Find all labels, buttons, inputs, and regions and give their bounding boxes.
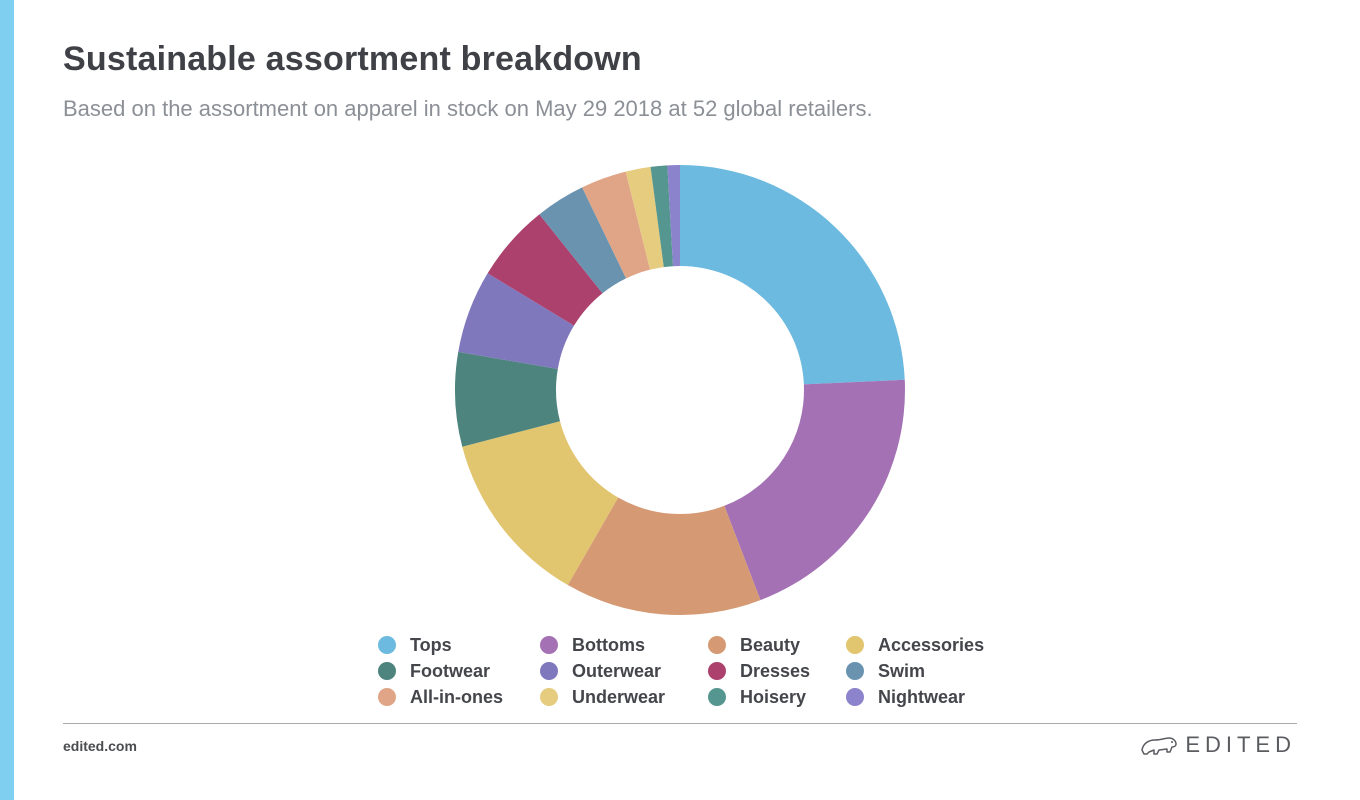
legend-swatch (846, 636, 864, 654)
legend-item-tops: Tops (378, 634, 540, 656)
slice-dresses (487, 214, 603, 326)
page-title: Sustainable assortment breakdown (63, 40, 642, 78)
legend-swatch (708, 688, 726, 706)
legend-label: Footwear (410, 660, 491, 681)
legend-item-all-in-ones: All-in-ones (378, 686, 540, 708)
chart-legend: Tops Bottoms Beauty Accessories Footwear Oute… (378, 634, 996, 708)
slice-footwear (455, 351, 561, 447)
legend-swatch (846, 662, 864, 680)
legend-swatch (540, 662, 558, 680)
legend-label: Bottoms (572, 634, 645, 655)
legend-item-outerwear: Outerwear (540, 660, 708, 682)
legend-swatch (708, 662, 726, 680)
donut-chart (455, 165, 905, 615)
legend-item-hoisery: Hoisery (708, 686, 846, 708)
legend-label: Swim (878, 660, 926, 681)
legend-item-accessories: Accessories (846, 634, 996, 656)
legend-item-beauty: Beauty (708, 634, 846, 656)
footer-divider (63, 723, 1297, 724)
legend-label: All-in-ones (410, 686, 503, 707)
footer-url: edited.com (63, 738, 137, 754)
brand-name: EDITED (1185, 732, 1296, 757)
slice-outerwear (458, 273, 574, 369)
legend-swatch (708, 636, 726, 654)
legend-swatch (378, 636, 396, 654)
legend-item-bottoms: Bottoms (540, 634, 708, 656)
slice-all-in-ones (582, 171, 651, 279)
page-subtitle: Based on the assortment on apparel in st… (63, 96, 873, 121)
slice-swim (539, 187, 627, 294)
legend-item-dresses: Dresses (708, 660, 846, 682)
legend-item-nightwear: Nightwear (846, 686, 996, 708)
legend-swatch (846, 688, 864, 706)
slice-nightwear (667, 165, 680, 267)
slice-accessories (462, 421, 619, 586)
legend-label: Accessories (878, 634, 985, 655)
legend-label: Outerwear (572, 660, 662, 681)
brand-logo: EDITED (1139, 732, 1296, 758)
legend-item-swim: Swim (846, 660, 996, 682)
legend-swatch (378, 662, 396, 680)
slice-underwear (625, 166, 664, 270)
slice-hoisery (650, 165, 674, 268)
slice-bottoms (724, 379, 905, 601)
legend-label: Beauty (740, 634, 801, 655)
legend-label: Dresses (740, 660, 811, 681)
legend-item-underwear: Underwear (540, 686, 708, 708)
legend-label: Underwear (572, 686, 666, 707)
slice-beauty (567, 497, 761, 615)
accent-bar (0, 0, 14, 800)
polar-bear-icon (1141, 737, 1178, 755)
legend-swatch (540, 688, 558, 706)
slice-tops (680, 165, 905, 385)
legend-item-footwear: Footwear (378, 660, 540, 682)
legend-swatch (378, 688, 396, 706)
legend-label: Nightwear (878, 686, 966, 707)
legend-label: Tops (410, 634, 452, 655)
legend-swatch (540, 636, 558, 654)
legend-label: Hoisery (740, 686, 807, 707)
